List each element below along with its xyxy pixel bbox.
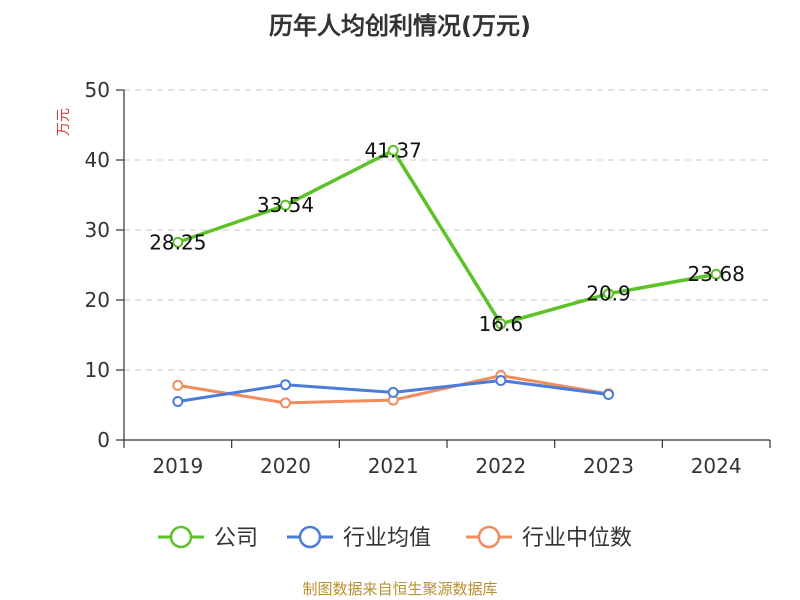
series-lines: [172, 144, 722, 409]
grid-lines: [124, 89, 770, 371]
data-point: [603, 389, 614, 400]
axes: 0 10 20 30 40 50 2019 2020 2021 2022 2023 2024: [85, 78, 771, 478]
data-point: [280, 379, 291, 391]
x-tick-label: 2020: [260, 454, 311, 478]
y-tick-label: 40: [85, 148, 110, 172]
y-axis-label: 万元: [56, 108, 72, 136]
x-tick-label: 2019: [152, 454, 203, 478]
legend-swatch-marker: [477, 525, 501, 549]
data-point: [172, 379, 184, 391]
data-point: [172, 236, 184, 248]
legend-swatch-marker: [169, 525, 193, 549]
data-point: [387, 144, 399, 156]
data-label: 23.68: [688, 262, 745, 286]
legend-swatch-marker: [298, 525, 322, 549]
legend-label: 行业中位数: [522, 526, 632, 551]
data-point: [603, 288, 614, 300]
x-tick-label: 2023: [583, 454, 634, 478]
x-tick-label: 2022: [475, 454, 526, 478]
legend-label: 行业均值: [343, 526, 431, 551]
chart-title: 历年人均创利情况(万元): [269, 12, 531, 40]
x-tick-label: 2024: [691, 454, 742, 478]
data-label: 16.6: [479, 312, 524, 336]
legend: 公司 行业均值 行业中位数: [158, 525, 632, 551]
data-point: [280, 397, 291, 409]
y-tick-label: 10: [85, 358, 110, 382]
y-tick-label: 0: [97, 428, 110, 452]
series-line-0: [176, 148, 718, 326]
data-point: [495, 318, 507, 330]
data-point: [172, 396, 184, 407]
y-tick-label: 20: [85, 288, 110, 312]
data-labels: 28.25 33.54 41.37 16.6 20.9 23.68: [149, 138, 745, 335]
legend-label: 公司: [214, 526, 258, 551]
data-label: 33.54: [257, 193, 314, 217]
data-label: 28.25: [149, 230, 206, 254]
data-point: [280, 199, 291, 211]
x-tick-label: 2021: [368, 454, 419, 478]
data-point: [495, 375, 507, 386]
data-label: 41.37: [365, 138, 422, 162]
data-point: [710, 268, 722, 280]
data-label: 20.9: [586, 282, 631, 306]
source-note: 制图数据来自恒生聚源数据库: [302, 580, 497, 598]
data-point: [387, 386, 399, 398]
y-tick-label: 30: [85, 218, 110, 242]
y-tick-label: 50: [85, 78, 110, 102]
